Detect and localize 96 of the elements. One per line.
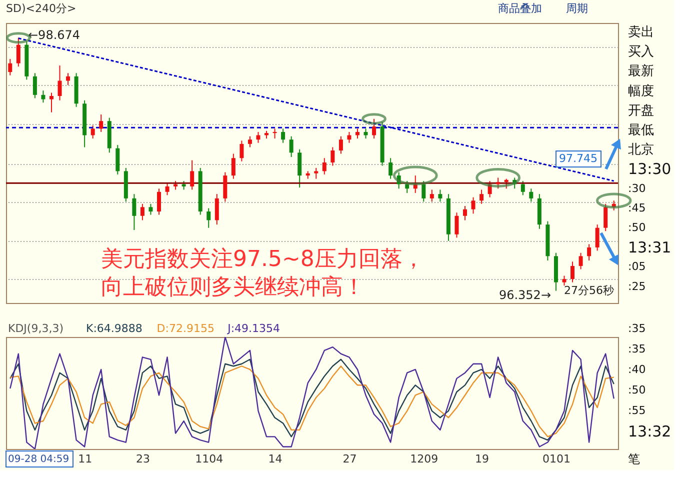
candlestick [604, 203, 608, 232]
annotation: 97.745 [559, 152, 598, 165]
text: 北京 [628, 142, 654, 158]
candlestick [338, 136, 343, 154]
candlestick [587, 244, 592, 262]
x-tick-label: 0101 [542, 452, 570, 466]
candlestick [322, 158, 326, 175]
x-tick-label: 1104 [195, 452, 224, 466]
text: :25 [628, 280, 646, 293]
candlestick [562, 275, 566, 286]
candlestick [595, 224, 600, 252]
x-tick-label: 1209 [410, 452, 438, 466]
candlestick [90, 124, 95, 139]
candlestick [99, 114, 104, 132]
candlestick [388, 158, 393, 180]
text: :30 [628, 182, 646, 195]
candlestick [272, 128, 277, 139]
text: 最新 [628, 64, 654, 80]
candlestick [289, 136, 294, 158]
candlestick [330, 146, 335, 166]
candlestick [206, 208, 211, 228]
candlestick [463, 206, 467, 221]
candlestick [347, 131, 352, 144]
text: 13:32 [628, 422, 672, 440]
x-tick-label: 11 [78, 452, 92, 466]
candlestick [256, 131, 260, 144]
text: 笔 [628, 452, 640, 466]
candlestick [248, 136, 252, 148]
candlestick [520, 180, 525, 196]
series-label: J:49.1354 [226, 322, 280, 335]
annotation: 96.352→ [498, 288, 551, 302]
candlestick [41, 90, 46, 104]
text: 买入 [628, 44, 654, 60]
text: 开盘 [628, 103, 654, 118]
candlestick [570, 261, 575, 283]
candlestick [148, 203, 153, 216]
candlestick [223, 172, 228, 202]
candlestick [157, 188, 161, 216]
candlestick [132, 194, 136, 231]
x-tick-label: 14 [268, 452, 282, 466]
candlestick [578, 252, 583, 270]
text: :50 [628, 221, 646, 234]
candlestick [496, 177, 500, 190]
text: :40 [628, 363, 646, 376]
candlestick [314, 167, 318, 180]
text: 09-28 04:59 [8, 454, 70, 465]
text: 幅度 [628, 82, 654, 99]
annotation: 向上破位则多头继续冲高！ [101, 275, 365, 300]
candlestick [49, 92, 54, 113]
candlestick [58, 64, 62, 101]
candlestick [364, 128, 368, 139]
text: SD)<240分> [6, 2, 76, 15]
candlestick [298, 148, 302, 188]
candlestick [140, 203, 144, 221]
candlestick [422, 180, 426, 202]
x-tick-label: 27 [342, 452, 357, 466]
candlestick [480, 189, 484, 204]
text: D:72.9155 [156, 322, 214, 335]
candlestick [16, 37, 20, 68]
candlestick [438, 189, 442, 202]
candlestick [32, 72, 37, 99]
candlestick [471, 196, 476, 214]
x-tick-label: 19 [475, 452, 490, 466]
annotation: 美元指数关注97.5~8压力回落， [101, 247, 424, 272]
candlestick [281, 128, 286, 144]
text: 卖出 [628, 25, 654, 40]
candlestick [504, 178, 508, 190]
candlestick [214, 194, 219, 226]
text: 最低 [628, 123, 654, 138]
candlestick [116, 144, 120, 175]
candlestick [240, 140, 244, 162]
text: :35 [628, 322, 646, 335]
candlestick [231, 153, 236, 180]
candlestick [8, 58, 12, 76]
text: K:64.9888 [86, 322, 142, 335]
text: :35 [628, 342, 646, 356]
candlestick [190, 160, 194, 190]
candlestick [355, 128, 360, 139]
candlestick [165, 182, 170, 196]
text: 13:31 [628, 238, 672, 257]
candlestick [529, 188, 534, 202]
candlestick [66, 72, 70, 86]
text: 商品叠加 [498, 2, 542, 15]
text: :45 [628, 201, 646, 214]
text: 13:30 [628, 160, 672, 178]
candlestick [454, 212, 459, 238]
annotation: 27分56秒 [564, 284, 614, 297]
text: :55 [628, 404, 646, 417]
chart-title: KDJ(9,3,3) [8, 322, 64, 335]
x-tick-label: 23 [136, 452, 150, 466]
annotation: ←98.674 [28, 28, 80, 42]
text: 周期 [566, 2, 588, 15]
text: :50 [628, 384, 646, 396]
candlestick [430, 189, 434, 202]
text: :05 [628, 260, 646, 274]
candlestick [372, 118, 376, 139]
